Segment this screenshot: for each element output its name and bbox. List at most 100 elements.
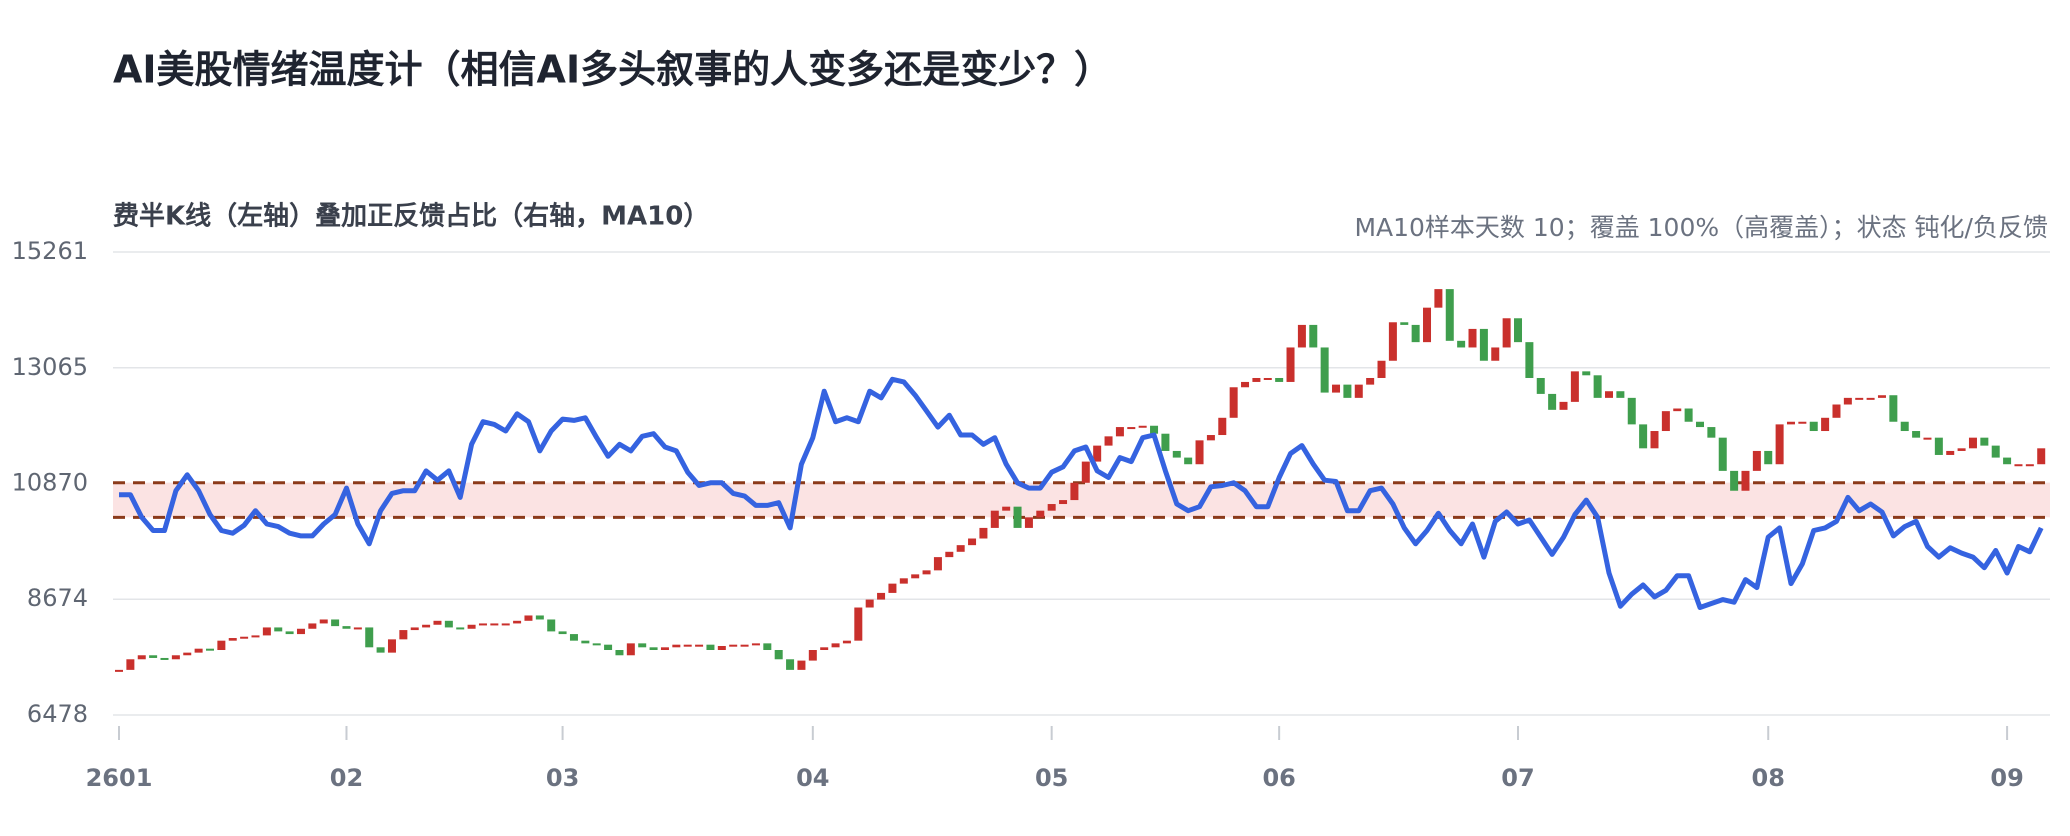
candle [729,644,738,647]
candle [1707,427,1716,438]
candle [1002,506,1011,511]
candle [1320,347,1329,393]
candle [285,631,294,635]
candle [1821,417,1830,432]
candle [1695,421,1704,428]
x-tick-label: 09 [1990,764,2023,792]
candle [149,655,158,658]
candle [183,652,192,656]
candle [1582,371,1591,376]
candle [1616,391,1625,398]
candle [160,657,169,660]
candle [899,578,908,584]
y-tick-label: 10870 [12,468,88,496]
candle [1832,404,1841,418]
candle [581,640,590,644]
candle [501,623,510,626]
candle [1650,431,1659,449]
candle [456,627,465,630]
candle [376,647,385,653]
candle [615,650,624,656]
candle [945,551,954,558]
candle [1388,322,1397,361]
y-tick-label: 15261 [12,237,88,265]
candle [1912,431,1921,438]
candle [956,545,965,552]
candle [342,626,351,629]
candle [1138,425,1147,428]
x-tick-label: 04 [796,764,829,792]
candle [933,557,942,571]
candle [1309,324,1318,348]
candle [171,655,180,660]
candle [1445,289,1454,341]
candle [274,627,283,632]
candle [1786,421,1795,425]
x-tick-label: 06 [1262,764,1295,792]
candle [137,655,146,660]
candle [1957,448,1966,451]
candle [1991,445,2000,458]
candle [1627,397,1636,425]
candle [1343,384,1352,398]
candle [1548,393,1557,410]
candle [911,574,920,579]
candle [877,592,886,600]
x-tick-label: 2601 [86,764,153,792]
x-tick-label: 05 [1035,764,1068,792]
candle [604,644,613,651]
candle [660,647,669,651]
candle [262,627,271,636]
candle [968,538,977,546]
x-tick-label: 03 [546,764,579,792]
candle [1377,360,1386,378]
candle [1752,450,1761,471]
candle [1843,397,1852,405]
candle [1081,461,1090,483]
candle [1115,427,1124,437]
candle [1013,506,1022,528]
candle [763,643,772,651]
candle [1024,517,1033,528]
candle [683,644,692,647]
candle [251,635,260,638]
candle [1639,424,1648,449]
candle [774,650,783,660]
candle [808,650,817,661]
candle [1332,384,1341,393]
candle [1047,504,1056,511]
candle [1525,342,1534,378]
candle [1150,425,1159,434]
candle [797,660,806,670]
candle [1059,500,1068,505]
candle [695,644,704,647]
candle [592,643,601,646]
candle [524,615,533,621]
candle [1366,377,1375,385]
candle [1275,377,1284,382]
candle [1161,433,1170,451]
candle [1491,347,1500,361]
candle [1400,322,1409,325]
candle [1104,436,1113,446]
candle [820,647,829,651]
candle [478,623,487,626]
candle [1093,445,1102,462]
candle [1252,377,1261,382]
candle [535,615,544,620]
candle [1570,371,1579,402]
candle [1809,421,1818,432]
candle [1968,437,1977,449]
candle [1070,482,1079,501]
candle [1855,397,1864,400]
candle [353,627,362,630]
candle [115,669,123,672]
candle [1775,424,1784,465]
chart-title: AI美股情绪温度计（相信AI多头叙事的人变多还是变少？） [113,48,1112,92]
candle [308,623,317,629]
candle [865,599,874,608]
candle [1457,340,1466,348]
candle [1741,470,1750,491]
candle [331,619,340,627]
candle [706,644,715,651]
